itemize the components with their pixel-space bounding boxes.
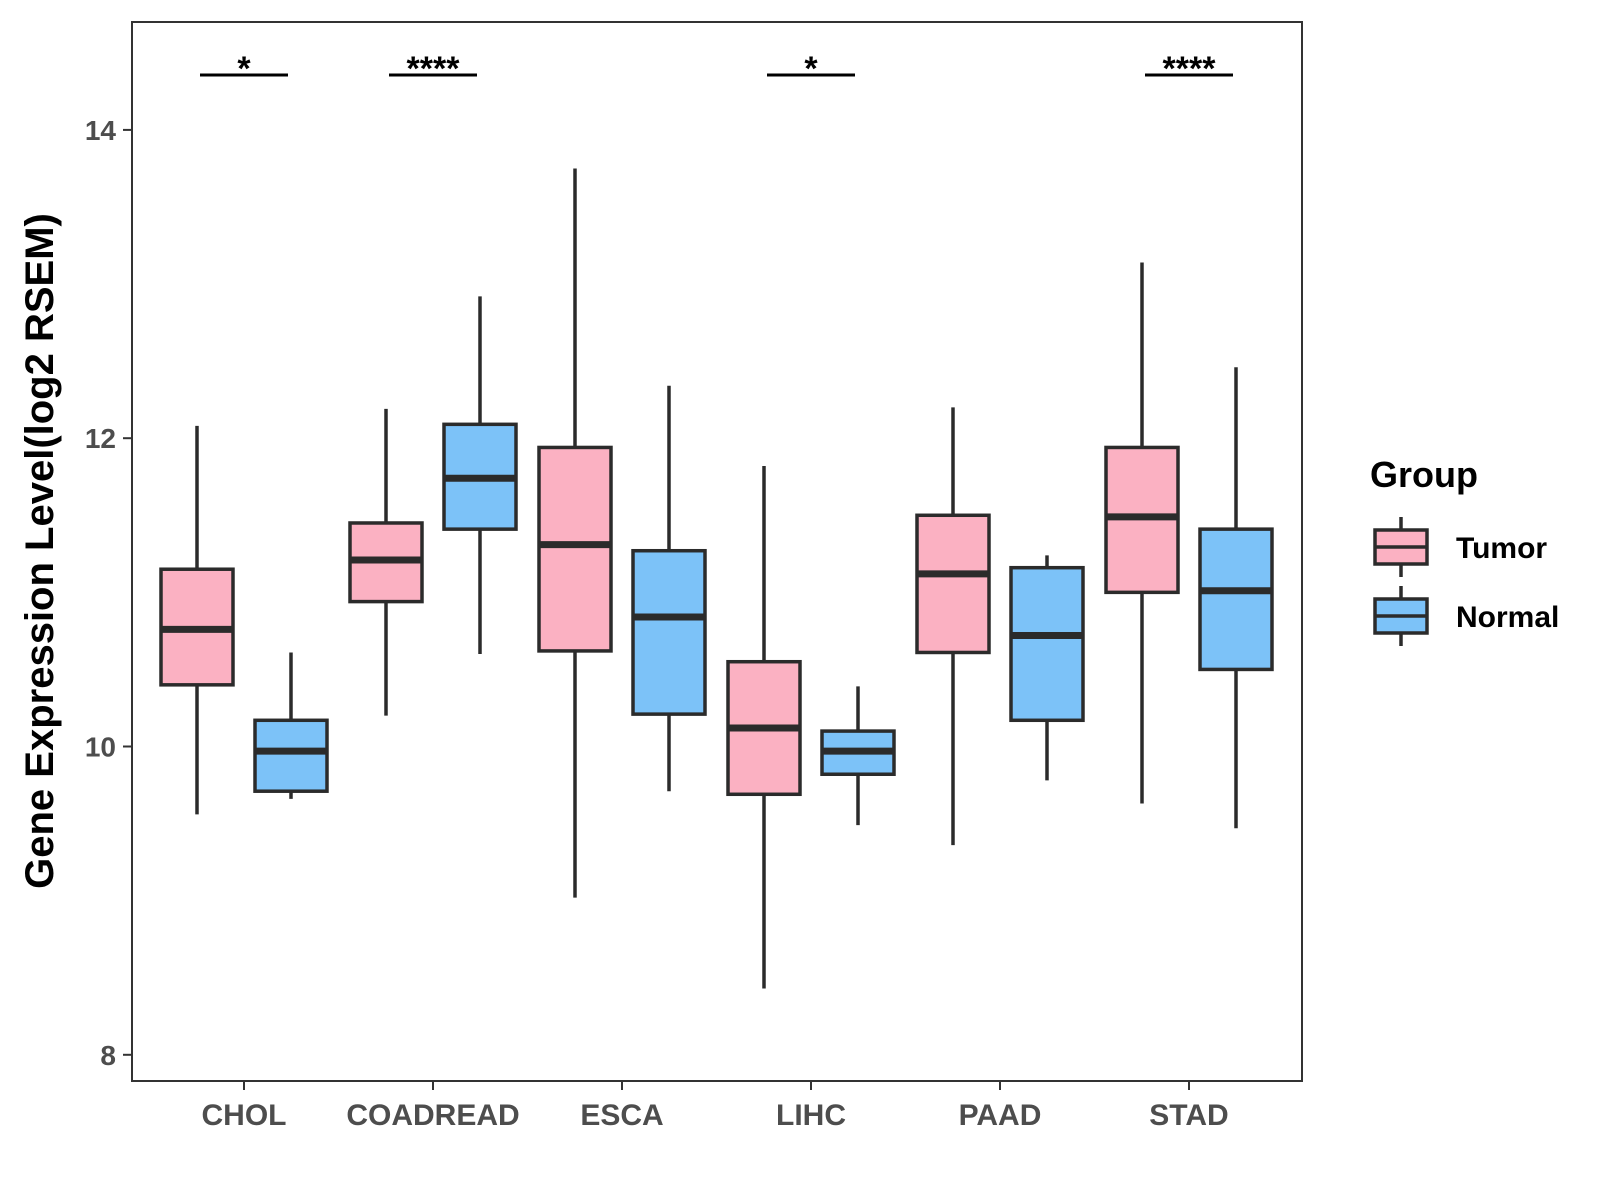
box-normal-chol	[253, 652, 329, 799]
box-iqr	[1198, 527, 1274, 672]
y-tick-label: 12	[85, 423, 116, 454]
legend-title: Group	[1370, 454, 1478, 495]
box-tumor-paad	[915, 407, 991, 846]
box-tumor-chol	[159, 425, 235, 815]
x-tick-label: LIHC	[776, 1099, 846, 1132]
box-tumor-esca	[537, 168, 613, 898]
box-iqr	[1009, 565, 1085, 723]
legend-item-tumor: Tumor	[1373, 517, 1547, 577]
y-tick-label: 8	[100, 1040, 116, 1071]
box-iqr	[253, 718, 329, 793]
box-tumor-stad	[1104, 262, 1180, 804]
box-tumor-lihc	[726, 465, 802, 989]
box-normal-coadread	[442, 296, 518, 655]
legend-item-normal: Normal	[1373, 586, 1559, 646]
significance-label: ****	[1163, 50, 1217, 88]
legend: Group Tumor Normal	[1370, 454, 1559, 646]
x-tick-label: PAAD	[959, 1099, 1042, 1132]
box-iqr	[915, 513, 991, 655]
y-tick-label: 14	[85, 115, 117, 146]
significance-label: *	[804, 50, 818, 88]
significance-label: *	[237, 50, 251, 88]
significance-label: ****	[407, 50, 461, 88]
x-tick-label: COADREAD	[346, 1099, 519, 1132]
x-tick-label: STAD	[1149, 1099, 1228, 1132]
legend-label: Tumor	[1456, 532, 1547, 565]
box-iqr	[537, 445, 613, 653]
box-tumor-coadread	[348, 408, 424, 716]
x-tick-label: ESCA	[580, 1099, 663, 1132]
box-iqr	[631, 548, 707, 716]
plot-border	[131, 21, 1303, 1082]
y-axis-title: Gene Expression Level(log2 RSEM)	[18, 213, 62, 889]
box-normal-stad	[1198, 367, 1274, 829]
box-normal-esca	[631, 385, 707, 792]
legend-label: Normal	[1456, 601, 1559, 634]
x-tick-label: CHOL	[202, 1099, 287, 1132]
box-normal-lihc	[820, 686, 896, 826]
box-normal-paad	[1009, 555, 1085, 781]
y-tick-label: 10	[85, 731, 116, 762]
